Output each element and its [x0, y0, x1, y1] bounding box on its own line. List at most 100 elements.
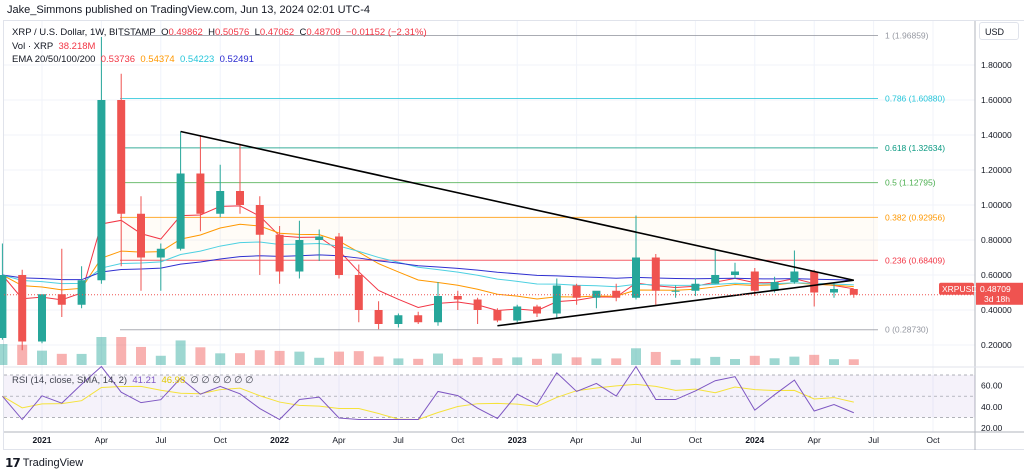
trendline — [180, 130, 854, 282]
rsi-legend: RSI (14, close, SMA, 14, 2) 41.21 46.98 … — [12, 375, 253, 386]
volume-value: 38.218M — [58, 40, 96, 52]
candle-body — [849, 289, 858, 295]
candle — [493, 308, 502, 323]
candle-body — [830, 289, 838, 293]
volume-bar — [37, 350, 47, 365]
candle-body — [295, 240, 304, 272]
candle — [552, 278, 561, 319]
candle-body — [651, 257, 660, 291]
volume-bar — [749, 355, 760, 365]
candle-body — [77, 280, 86, 305]
candle-body — [691, 283, 700, 291]
candle-body — [335, 236, 343, 275]
close-value: 0.48709 — [306, 27, 341, 38]
candle-body — [750, 271, 759, 291]
candle — [97, 37, 106, 284]
candle-body — [176, 173, 185, 249]
volume-bar — [294, 351, 305, 365]
volume-bar — [710, 356, 721, 365]
candle-body — [117, 100, 126, 214]
candle — [335, 233, 343, 279]
candle — [236, 143, 244, 214]
volume-bar — [215, 353, 226, 365]
candle-body — [236, 191, 244, 205]
volume-bar — [848, 359, 859, 365]
time-tick-label: Jul — [631, 435, 642, 445]
candle — [374, 301, 383, 330]
rsi-tick-label: 40.00 — [981, 402, 1003, 412]
candle — [572, 283, 581, 305]
candle-body — [97, 100, 106, 281]
candle — [453, 290, 462, 310]
candle-body — [414, 315, 423, 323]
time-tick-label: Apr — [332, 435, 345, 445]
candle — [849, 289, 858, 298]
candle-body — [196, 173, 205, 214]
currency-button[interactable]: USD — [979, 22, 1019, 40]
publisher-line: Jake_Simmons published on TradingView.co… — [7, 4, 371, 16]
rsi-value: 41.21 — [132, 375, 157, 386]
candle — [354, 264, 363, 323]
candle — [38, 294, 46, 344]
candle-body — [374, 310, 383, 324]
rsi-na-values: ∅ ∅ ∅ ∅ ∅ ∅ — [190, 375, 254, 386]
volume-bar — [829, 359, 839, 365]
candle — [513, 304, 522, 323]
price-tick-label: 1.20000 — [981, 165, 1012, 175]
time-tick-label: 2024 — [745, 435, 764, 445]
volume-bar — [571, 357, 582, 365]
chart-frame — [3, 20, 1024, 450]
fib-level-label: 0 (0.28730) — [885, 325, 929, 335]
price-tick-label: 1.40000 — [981, 130, 1012, 140]
ema50-value: 0.54374 — [140, 54, 175, 65]
fib-level-label: 0.236 (0.68409) — [885, 255, 945, 265]
volume-bar — [195, 347, 206, 365]
high-value: 0.50576 — [214, 27, 250, 38]
trendline — [497, 279, 854, 327]
candle-body — [711, 275, 720, 284]
price-tick-label: 1.80000 — [981, 60, 1012, 70]
fib-level-label: 0.382 (0.92956) — [885, 212, 945, 222]
candle — [275, 226, 284, 284]
volume-bar — [235, 353, 245, 365]
volume-bar — [17, 344, 28, 365]
candle-body — [315, 236, 324, 240]
volume-bar — [353, 351, 364, 365]
candle — [612, 283, 621, 302]
volume-bar — [314, 357, 325, 365]
candle — [434, 282, 442, 326]
volume-bar — [76, 353, 87, 365]
symbol-tag-bg — [939, 282, 974, 295]
close-label: C — [299, 27, 307, 38]
candle-body — [156, 248, 165, 258]
rsi-sma-value: 46.98 — [161, 375, 186, 386]
volume-bar — [512, 357, 523, 365]
ema20-value: 0.53736 — [100, 54, 136, 65]
candle-body — [0, 275, 7, 338]
symbol-tag: XRPUSD — [942, 284, 977, 294]
rsi-tick-label: 60.00 — [981, 381, 1003, 391]
volume-bar — [0, 344, 8, 365]
volume-bar — [433, 353, 443, 365]
candle — [691, 278, 700, 296]
ema-label: EMA 20/50/100/200 — [12, 54, 96, 65]
time-tick-label: Jul — [868, 435, 879, 445]
price-tick-label: 0.20000 — [981, 340, 1012, 350]
symbol-title[interactable]: XRP / U.S. Dollar, 1W, BITSTAMP — [12, 27, 156, 38]
ema100-value: 0.54223 — [180, 54, 215, 65]
ema-line-2 — [2, 241, 854, 288]
candle-body — [216, 191, 225, 214]
time-tick-label: Apr — [570, 435, 583, 445]
candle — [473, 297, 482, 324]
volume-bar — [611, 358, 622, 365]
time-tick-label: Oct — [926, 435, 940, 445]
low-label: L — [254, 27, 260, 38]
candle — [295, 220, 304, 279]
rsi-line — [2, 365, 854, 421]
time-tick-label: Apr — [808, 435, 821, 445]
candle — [196, 135, 205, 232]
candle-body — [790, 271, 799, 282]
candle — [414, 311, 423, 324]
countdown-tag: 3d 18h — [984, 294, 1010, 304]
